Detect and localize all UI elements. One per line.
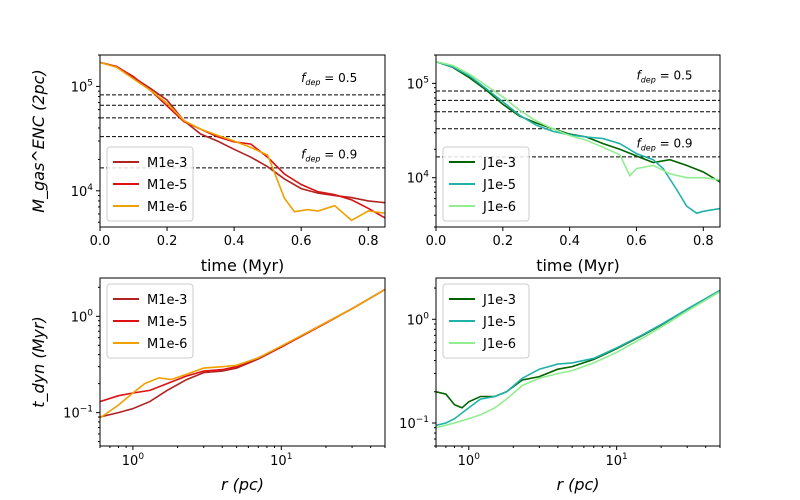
y-tick-label: 10−1: [399, 415, 429, 432]
legend-label: M1e-6: [147, 337, 187, 352]
x-tick-label: 0.8: [358, 234, 379, 249]
x-axis-label: time (Myr): [536, 256, 620, 275]
fdep-annotation: fdep = 0.9: [636, 136, 692, 152]
legend-label: J1e-6: [482, 200, 516, 215]
x-tick-label: 100: [122, 452, 145, 469]
panel-br: 100 101 10−1 100 r (pc) J1e-3 J1e-5 J1e-6: [399, 277, 721, 494]
x-tick-label: 0.8: [693, 234, 714, 249]
x-tick-label: 101: [606, 452, 628, 469]
axes-frame: [99, 277, 386, 447]
legend-label: M1e-5: [147, 315, 187, 330]
fdep-annotation: fdep = 0.5: [301, 71, 357, 87]
series-line-J1e-6: [436, 60, 720, 181]
x-axis-label: r (pc): [221, 475, 264, 494]
y-tick-label: 100: [71, 308, 94, 325]
x-tick-label: 0.6: [291, 234, 312, 249]
x-tick-label: 0.2: [157, 234, 178, 249]
legend: J1e-3 J1e-5 J1e-6: [442, 146, 530, 222]
y-tick-label: 104: [71, 183, 94, 200]
x-tick-label: 0.4: [224, 234, 245, 249]
y-axis-label: M_gas^ENC (2pc): [29, 69, 49, 212]
series-line-J1e-5: [436, 60, 720, 215]
x-tick-label: 101: [270, 452, 292, 469]
x-tick-label: 0.6: [626, 234, 647, 249]
legend-label: M1e-3: [147, 293, 187, 308]
panel-tr: fdep = 0.5 fdep = 0.9 0.0 0.2 0.4 0.6 0.8 104 10…: [407, 54, 721, 275]
legend-box: [106, 283, 194, 359]
legend-label: J1e-6: [482, 337, 516, 352]
y-tick-label: 105: [407, 75, 429, 92]
panel-bl: 100 101 10−1 100 r (pc) t_dyn (Myr) M1e-3 M1e-5…: [29, 277, 386, 494]
legend: J1e-3 J1e-5 J1e-6: [442, 283, 530, 359]
axes-frame: [435, 277, 721, 447]
legend-label: J1e-3: [482, 156, 516, 171]
legend-box: [442, 146, 530, 222]
panel-tl: fdep = 0.5 fdep = 0.9 0.0 0.2 0.4 0.6 0.8 104 10…: [29, 54, 386, 275]
legend-label: M1e-3: [147, 156, 187, 171]
x-tick-label: 100: [458, 452, 481, 469]
y-tick-label: 104: [407, 170, 430, 187]
legend-label: J1e-5: [482, 178, 516, 193]
legend-label: M1e-5: [147, 178, 187, 193]
fdep-annotation: fdep = 0.9: [301, 147, 357, 163]
legend: M1e-3 M1e-5 M1e-6: [106, 283, 194, 359]
y-tick-label: 100: [407, 311, 430, 328]
series-line-J1e-5: [436, 289, 720, 427]
legend-box: [106, 146, 194, 222]
x-axis-label: r (pc): [556, 475, 599, 494]
x-tick-label: 0.2: [492, 234, 513, 249]
x-tick-label: 0.0: [426, 234, 447, 249]
legend-label: M1e-6: [147, 200, 187, 215]
axes-frame: [435, 54, 721, 228]
legend-box: [442, 283, 530, 359]
y-axis-label: t_dyn (Myr): [29, 316, 49, 407]
x-axis-label: time (Myr): [201, 256, 285, 275]
series-line-J1e-6: [436, 290, 720, 429]
legend: M1e-3 M1e-5 M1e-6: [106, 146, 194, 222]
x-tick-label: 0.4: [559, 234, 580, 249]
x-tick-label: 0.0: [90, 234, 111, 249]
y-tick-label: 10−1: [63, 405, 93, 422]
y-tick-label: 105: [71, 78, 93, 95]
fdep-annotation: fdep = 0.5: [636, 68, 692, 84]
legend-label: J1e-3: [482, 293, 516, 308]
series-line-M1e-6: [100, 288, 385, 419]
series-line-M1e-6: [100, 61, 385, 222]
legend-label: J1e-5: [482, 315, 516, 330]
